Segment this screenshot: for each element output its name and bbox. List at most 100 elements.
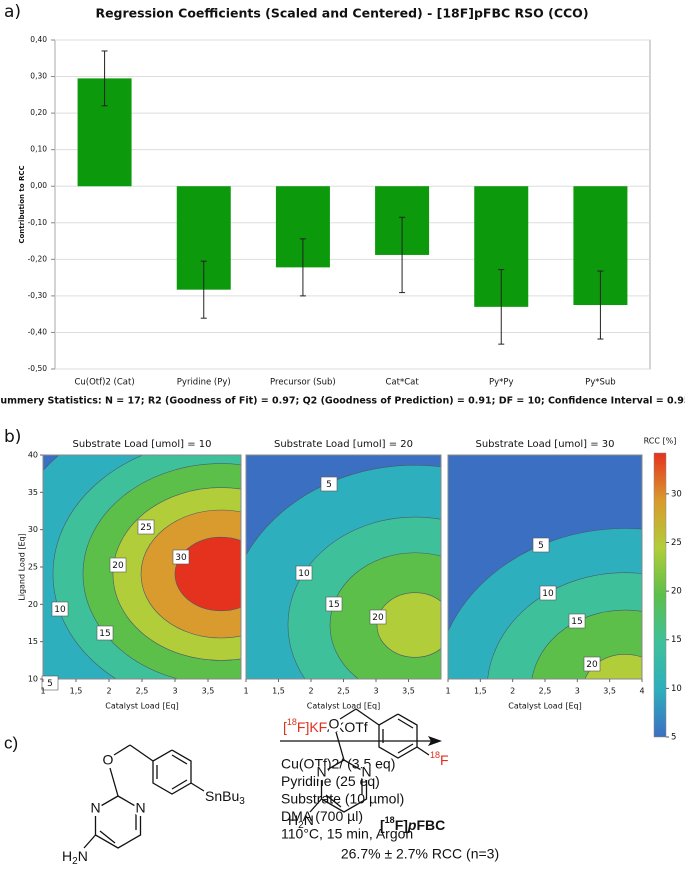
contour-label: 5 <box>538 541 544 551</box>
contour-label-box <box>172 549 190 565</box>
label-mask <box>314 766 329 780</box>
x-tick-label: 2 <box>308 687 313 696</box>
x-tick-label: 3,5 <box>603 687 616 696</box>
x-axis-label: Catalyst Load [Eq] <box>508 702 581 711</box>
contour-label-box <box>96 625 114 641</box>
contour-plot <box>448 455 642 679</box>
y-tick-label: 15 <box>28 637 38 646</box>
footnote: Summery Statistics: N = 17; R2 (Goodness… <box>0 396 685 407</box>
contour-label: 10 <box>542 589 554 599</box>
x-tick-label: 2 <box>106 687 111 696</box>
x-tick-label: 2 <box>510 687 515 696</box>
y-tick-label: 0,30 <box>30 72 47 81</box>
chart-title: Regression Coefficients (Scaled and Cent… <box>95 6 588 21</box>
y-axis-label: Ligand Load [Eq] <box>18 533 27 600</box>
condition: Substrate (10 µmol) <box>281 791 404 807</box>
amine-label: H2N <box>62 848 88 867</box>
reactant-structure <box>83 744 192 849</box>
y-tick-label: 40 <box>28 451 38 460</box>
panel-label: c) <box>4 733 18 752</box>
y-tick-label: 10 <box>28 675 38 684</box>
label-mask <box>327 718 341 732</box>
contour-label: 10 <box>54 605 66 615</box>
amine-label: H2N <box>288 812 314 831</box>
reagent: [18F]KF/ KOTf <box>283 717 368 734</box>
x-tick-label: Pyridine (Py) <box>177 378 231 388</box>
x-tick-label: 3,5 <box>402 687 415 696</box>
arrow-head <box>428 736 442 746</box>
x-tick-label: Precursor (Sub) <box>270 378 336 388</box>
contour-label: 15 <box>328 600 339 610</box>
x-tick-label: Cu(Otf)2 (Cat) <box>74 378 134 388</box>
atom-label: N <box>90 800 100 816</box>
x-tick-label: 3 <box>373 687 378 696</box>
x-tick-label: 3 <box>575 687 580 696</box>
colorbar-tick-label: 15 <box>671 635 682 645</box>
product-name: [18F]pFBC <box>380 815 445 832</box>
contour-label: 5 <box>47 679 53 689</box>
contour-label-box <box>325 596 343 612</box>
contour-label-box <box>320 476 338 492</box>
y-axis-label: Contribution to RCC <box>18 165 26 243</box>
yield: 26.7% ± 2.7% RCC (n=3) <box>341 846 499 862</box>
bond <box>190 782 205 792</box>
y-tick-label: 0,20 <box>30 108 47 117</box>
y-tick-label: 0,00 <box>30 181 47 190</box>
x-axis-label: Catalyst Load [Eq] <box>307 702 380 711</box>
y-tick-label: -0,10 <box>28 218 48 227</box>
subplot-title: Substrate Load [umol] = 20 <box>274 439 413 450</box>
y-tick-label: -0,50 <box>28 364 48 373</box>
contour-label: 20 <box>586 660 598 670</box>
colorbar <box>653 452 667 738</box>
x-tick-label: 1,5 <box>70 687 83 696</box>
contour-label-box <box>51 601 69 617</box>
atom-label: N <box>361 764 371 780</box>
x-tick-label: 2,5 <box>539 687 552 696</box>
x-tick-label: 1 <box>445 687 450 696</box>
label-mask <box>133 802 148 816</box>
contour-label: 25 <box>140 523 151 533</box>
contour-label: 30 <box>175 553 187 563</box>
contour-label-box <box>41 675 59 691</box>
bond <box>416 746 430 756</box>
x-tick-label: 1,5 <box>272 687 285 696</box>
contour-label: 10 <box>298 569 310 579</box>
contour-label-box <box>137 519 155 535</box>
colorbar-tick-label: 5 <box>671 733 676 743</box>
contour-label-box <box>532 537 550 553</box>
contour-label-box <box>295 565 313 581</box>
fluorine-label: 18F <box>430 750 449 767</box>
x-tick-label: Py*Py <box>489 378 514 388</box>
y-tick-label: 30 <box>28 525 38 534</box>
contour-label-box <box>583 656 601 672</box>
x-tick-label: 1 <box>40 687 45 696</box>
x-axis-label: Catalyst Load [Eq] <box>105 702 178 711</box>
y-tick-label: -0,20 <box>28 254 48 263</box>
label-mask <box>101 754 115 768</box>
contour-label: 15 <box>99 629 110 639</box>
panel-label: b) <box>4 427 21 447</box>
contour-band <box>376 592 441 658</box>
contour-label: 20 <box>372 613 384 623</box>
colorbar-tick-label: 20 <box>671 587 682 597</box>
x-tick-label: 2,5 <box>136 687 149 696</box>
x-tick-label: 3 <box>172 687 177 696</box>
contour-label-box <box>369 609 387 625</box>
y-tick-label: 20 <box>28 600 38 609</box>
colorbar-tick-label: 10 <box>671 684 682 694</box>
y-tick-label: 25 <box>28 563 38 572</box>
contour-label-box <box>539 585 557 601</box>
x-tick-label: 2,5 <box>337 687 350 696</box>
contour-band <box>584 654 642 679</box>
reaction-scheme: c) O N N H2N SnBu3 [18F]KF/ KOTf Cu(OTf)… <box>4 708 499 867</box>
x-tick-label: 4 <box>639 687 644 696</box>
x-tick-label: 1,5 <box>474 687 487 696</box>
label-mask <box>359 766 374 780</box>
x-tick-label: Cat*Cat <box>385 378 419 388</box>
y-tick-label: -0,40 <box>28 327 48 336</box>
atom-label: O <box>103 752 114 768</box>
contour-label-box <box>568 613 586 629</box>
x-tick-label: 3,5 <box>202 687 215 696</box>
y-tick-label: 35 <box>28 488 38 497</box>
